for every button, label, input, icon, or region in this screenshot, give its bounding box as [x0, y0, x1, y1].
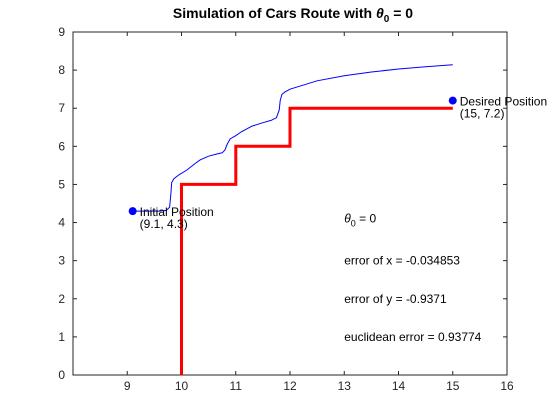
- chart-title: Simulation of Cars Route with θ0 = 0: [173, 5, 413, 25]
- initial-position-label: Initial Position: [140, 205, 214, 219]
- x-tick-label: 14: [392, 379, 406, 393]
- initial-position-marker: [128, 207, 137, 216]
- y-tick-label: 4: [58, 216, 65, 230]
- y-tick-label: 3: [58, 254, 65, 268]
- x-tick-label: 11: [230, 379, 243, 393]
- axes-box: [72, 31, 508, 376]
- y-tick-label: 1: [58, 330, 65, 344]
- y-tick-label: 9: [58, 25, 65, 39]
- y-tick-label: 6: [58, 139, 65, 153]
- staircase-path-line: [180, 106, 453, 375]
- desired-position-coords: (15, 7.2): [460, 107, 505, 121]
- x-tick-label: 12: [283, 379, 297, 393]
- y-tick-label: 7: [58, 101, 65, 115]
- y-tick-label: 0: [58, 368, 65, 382]
- desired-position-marker: [448, 96, 457, 105]
- desired-position-label: Desired Position: [460, 95, 547, 109]
- error-annotation: euclidean error = 0.93774: [344, 330, 481, 344]
- x-tick-label: 13: [338, 379, 352, 393]
- title-prefix: Simulation of Cars Route with: [173, 5, 376, 21]
- x-tick-label: 10: [175, 379, 189, 393]
- error-annotation: error of x = -0.034853: [344, 254, 460, 268]
- x-tick-label: 9: [124, 379, 131, 393]
- y-tick-label: 2: [58, 292, 65, 306]
- x-tick-label: 16: [500, 379, 514, 393]
- y-tick-label: 5: [58, 177, 65, 191]
- simulated-route-line: [132, 64, 453, 212]
- y-tick-label: 8: [58, 63, 65, 77]
- x-tick-label: 15: [446, 379, 460, 393]
- error-annotation: error of y = -0.9371: [344, 292, 447, 306]
- title-theta-symbol: θ: [376, 5, 384, 21]
- title-suffix: = 0: [389, 5, 413, 21]
- initial-position-coords: (9.1, 4.3): [140, 217, 188, 231]
- title-subscript: 0: [384, 14, 390, 25]
- theta-annotation: θ0 = 0: [344, 212, 376, 229]
